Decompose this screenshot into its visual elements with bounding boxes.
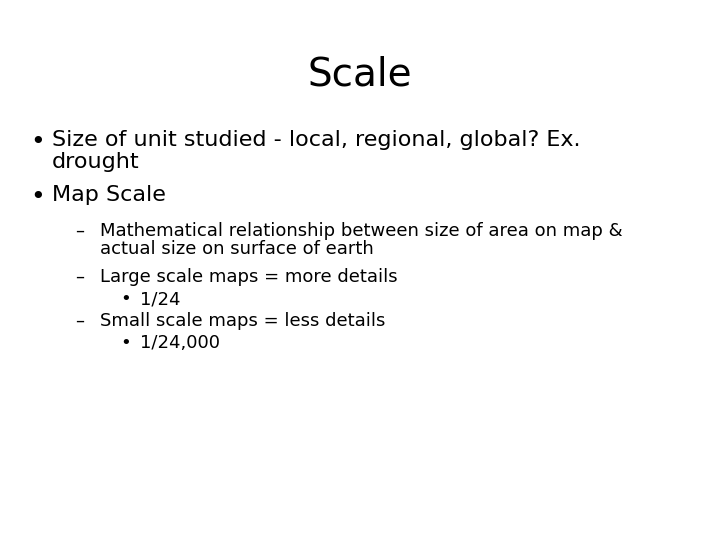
Text: –: – — [75, 312, 84, 330]
Text: actual size on surface of earth: actual size on surface of earth — [100, 240, 374, 258]
Text: Size of unit studied - local, regional, global? Ex.: Size of unit studied - local, regional, … — [52, 130, 580, 150]
Text: drought: drought — [52, 152, 140, 172]
Text: •: • — [30, 185, 45, 209]
Text: Map Scale: Map Scale — [52, 185, 166, 205]
Text: •: • — [120, 290, 131, 308]
Text: –: – — [75, 222, 84, 240]
Text: •: • — [120, 334, 131, 352]
Text: Mathematical relationship between size of area on map &: Mathematical relationship between size o… — [100, 222, 623, 240]
Text: •: • — [30, 130, 45, 154]
Text: 1/24: 1/24 — [140, 290, 181, 308]
Text: –: – — [75, 268, 84, 286]
Text: Scale: Scale — [307, 55, 413, 93]
Text: Small scale maps = less details: Small scale maps = less details — [100, 312, 385, 330]
Text: 1/24,000: 1/24,000 — [140, 334, 220, 352]
Text: Large scale maps = more details: Large scale maps = more details — [100, 268, 397, 286]
